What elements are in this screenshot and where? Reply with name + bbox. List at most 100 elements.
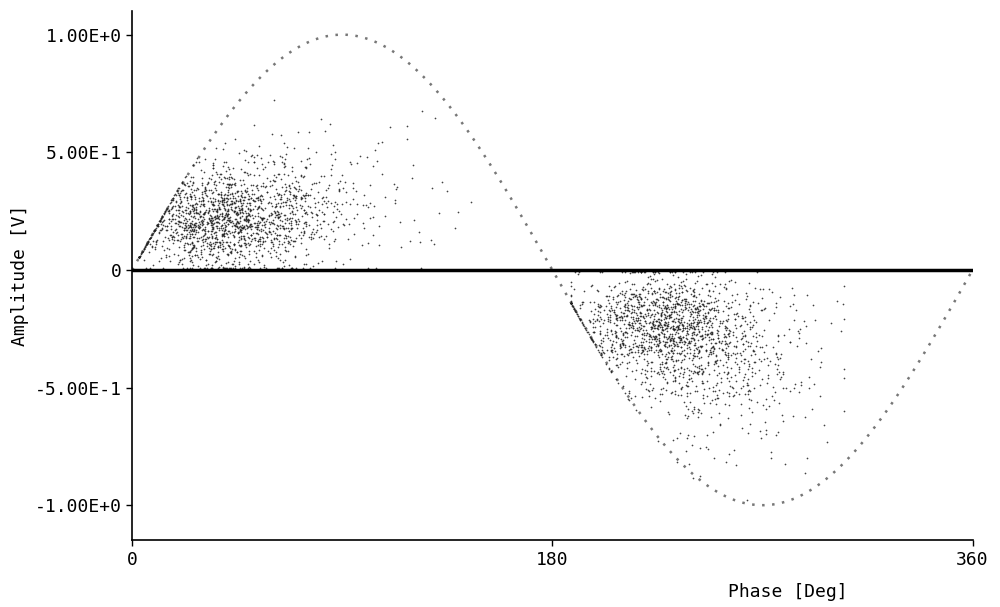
Point xyxy=(231,253,247,262)
Point xyxy=(662,367,678,376)
Point xyxy=(742,387,758,396)
Point xyxy=(190,220,206,230)
Point xyxy=(300,143,316,152)
Point xyxy=(245,213,261,223)
Point xyxy=(216,194,232,203)
Point xyxy=(715,360,731,370)
Point xyxy=(220,178,236,188)
Point xyxy=(257,219,273,229)
Point xyxy=(242,200,258,210)
Point xyxy=(673,384,689,393)
Point xyxy=(654,274,670,284)
Point xyxy=(249,224,265,234)
Point xyxy=(675,276,691,286)
Point xyxy=(227,194,243,203)
Point xyxy=(173,197,189,206)
Point xyxy=(346,213,362,223)
Point xyxy=(287,236,303,246)
Point xyxy=(664,333,680,343)
Point xyxy=(323,171,339,180)
Point xyxy=(770,361,786,370)
Point xyxy=(217,224,233,234)
Point xyxy=(246,260,262,270)
Point xyxy=(608,332,624,342)
Point xyxy=(194,235,210,245)
Point xyxy=(219,249,235,259)
Point xyxy=(640,286,656,296)
Point xyxy=(738,336,754,346)
Point xyxy=(224,217,240,226)
Point xyxy=(669,341,685,351)
Point xyxy=(587,316,603,326)
Point xyxy=(306,229,322,239)
Point xyxy=(195,234,211,244)
Point xyxy=(652,396,668,405)
Point xyxy=(277,230,293,240)
Point xyxy=(691,328,707,337)
Point xyxy=(173,234,189,243)
Point xyxy=(727,295,743,305)
Point xyxy=(681,337,697,347)
Point xyxy=(308,209,324,219)
Point xyxy=(252,239,268,249)
Point xyxy=(647,309,663,319)
Point xyxy=(674,295,690,305)
Point xyxy=(721,376,737,385)
Point xyxy=(281,180,297,189)
Point xyxy=(186,186,202,195)
Point xyxy=(637,268,653,277)
Point xyxy=(230,223,246,232)
Point xyxy=(669,299,685,308)
Point xyxy=(259,232,275,242)
Point xyxy=(621,320,637,330)
Point xyxy=(675,373,691,382)
Point xyxy=(293,203,309,213)
Point xyxy=(182,206,198,215)
Point xyxy=(631,302,647,312)
Point xyxy=(213,192,229,202)
Point xyxy=(751,331,767,341)
Point xyxy=(744,407,760,417)
Point xyxy=(183,194,199,204)
Point xyxy=(634,345,650,354)
Point xyxy=(143,232,159,242)
Point xyxy=(646,286,662,296)
Point xyxy=(685,353,701,363)
Point xyxy=(694,368,710,378)
Point xyxy=(275,197,291,207)
Point xyxy=(315,192,331,202)
Point xyxy=(274,182,290,192)
Point xyxy=(239,183,255,192)
Point xyxy=(165,214,181,224)
Point xyxy=(178,233,194,243)
Point xyxy=(272,202,288,211)
Point xyxy=(675,321,691,331)
Point xyxy=(257,203,273,213)
Point xyxy=(142,263,158,273)
Point xyxy=(159,225,175,235)
Point xyxy=(656,319,672,328)
Point xyxy=(649,287,665,297)
Point xyxy=(261,197,277,207)
Point xyxy=(678,446,694,456)
Point xyxy=(721,325,737,334)
Point xyxy=(621,358,637,367)
Point xyxy=(251,245,267,254)
Point xyxy=(215,241,231,251)
Point xyxy=(240,214,256,224)
Point xyxy=(769,364,785,374)
Point xyxy=(675,323,691,333)
Point xyxy=(328,212,344,222)
Point xyxy=(621,293,637,302)
Point xyxy=(211,254,227,263)
Point xyxy=(186,240,202,250)
Point xyxy=(673,277,689,287)
Point xyxy=(189,183,205,192)
Point xyxy=(775,369,791,379)
Point xyxy=(281,194,297,203)
Point xyxy=(657,317,673,327)
Point xyxy=(219,196,235,206)
Point xyxy=(199,263,215,273)
Point xyxy=(281,203,297,213)
Point xyxy=(249,193,265,203)
